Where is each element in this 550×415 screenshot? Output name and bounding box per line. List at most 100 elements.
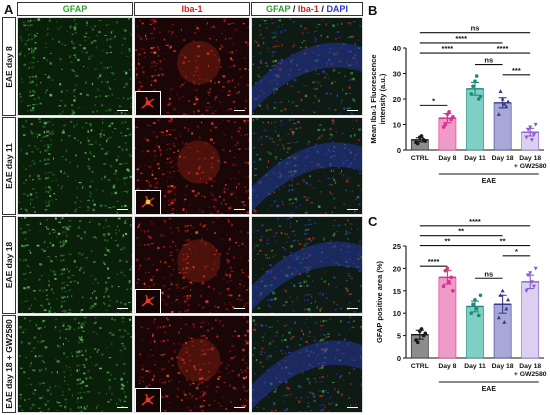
y-tick-label: 25 [393,242,401,251]
category-label-1: Day 8 [438,363,456,370]
merge-dapi-label: DAPI [326,4,348,14]
data-point [451,289,455,293]
merge-iba1-label: Iba-1 [297,4,319,14]
significance-label: * [432,96,435,105]
y-axis-label: Mean Iba-1 Fluorescence [369,54,378,143]
micrograph-r2-iba [134,117,250,215]
micrograph-r4-merge [251,315,363,413]
significance-label: *** [512,66,521,75]
micrograph-r3-gfap [17,216,133,314]
data-point [498,89,503,93]
y-tick-label: 15 [393,287,401,296]
iba1-inset-r1 [135,91,161,115]
y-tick-label: 10 [393,309,401,318]
scale-bar [117,406,128,408]
row-label-day8: EAE day 8 [2,17,16,116]
micrograph-r4-gfap [17,315,133,413]
y-tick-label: 20 [393,264,401,273]
data-point [474,74,479,78]
category-label-2: Day 11 [464,363,486,370]
data-point [471,302,475,307]
data-point [441,284,446,289]
significance-label: ** [458,227,464,236]
data-point [504,104,509,109]
data-point [415,340,420,345]
category-label-4: Day 18 [519,155,541,162]
scale-bar [117,307,128,309]
significance-label: **** [442,44,454,53]
category-label-0: CTRL [411,155,429,162]
data-point [478,94,483,99]
significance-label: ns [484,269,493,278]
data-point [447,109,451,114]
scale-bar [234,406,245,408]
data-point [496,315,501,320]
significance-label: * [515,247,518,256]
data-point [478,293,483,298]
panel-a-letter: A [4,2,14,17]
significance-label: ** [444,237,450,246]
data-point [447,280,451,284]
y-tick-label: 20 [393,95,401,104]
data-point [419,134,424,138]
category-label-0: CTRL [411,363,429,370]
group-label: EAE [482,386,497,393]
significance-label: **** [455,34,467,43]
y-tick-label: 40 [393,44,401,53]
data-point [504,306,509,311]
row-label-day11: EAE day 11 [2,117,16,215]
iba1-inset-r3 [135,289,161,313]
significance-label: **** [497,44,509,53]
data-point [474,306,479,311]
row-label-day18-gw2580: EAE day 18 + GW2580 [2,315,16,413]
merge-sep-2: / [318,4,327,14]
significance-label: ** [500,237,506,246]
data-point [506,297,511,302]
category-label-2: Day 11 [464,155,486,162]
scale-bar [234,208,245,210]
group-label: EAE [482,178,497,185]
data-point [471,84,475,89]
y-tick-label: 30 [393,70,401,79]
data-point [531,133,536,137]
data-point [415,141,420,146]
scale-bar [234,109,245,111]
iba1-inset-r4 [135,388,161,412]
significance-label: **** [469,217,481,226]
category-label-3: Day 18 [492,363,514,370]
category-label-1: Day 8 [438,155,456,162]
data-point [529,138,534,142]
bar-4 [521,281,540,359]
data-point [500,288,505,293]
significance-label: ns [471,24,480,33]
micrograph-r2-gfap [17,117,133,215]
category-label-4: Day 18 [519,363,541,370]
micrograph-r2-merge [251,117,363,215]
micrograph-r1-iba [134,17,250,116]
y-tick-label: 0 [397,146,401,155]
bar-2 [466,306,484,359]
data-point [528,271,533,276]
data-point [524,289,529,293]
data-point [528,125,533,130]
scale-bar [347,208,358,210]
col-header-merge: GFAP / Iba-1 / DAPI [251,2,363,16]
data-point [441,125,446,129]
panel-c-letter: C [368,214,378,229]
data-point [533,266,538,271]
data-point [496,112,501,116]
data-point [502,319,507,324]
scale-bar [347,307,358,309]
chart-b-iba1-intensity: B 0 10 20 30 40 Mean Iba-1 Fluorescence intensi… [368,3,547,185]
category-sublabel-4: + GW2580 [514,371,547,378]
micrograph-r1-merge [251,17,363,116]
data-point [524,135,529,140]
category-sublabel-4: + GW2580 [514,163,547,170]
y-tick-label: 5 [397,332,401,341]
y-tick-label: 10 [393,121,401,130]
micrograph-r1-gfap [17,17,133,116]
micrograph-r3-iba [134,216,250,314]
merge-sep-1: / [290,4,298,14]
data-point [531,284,536,289]
